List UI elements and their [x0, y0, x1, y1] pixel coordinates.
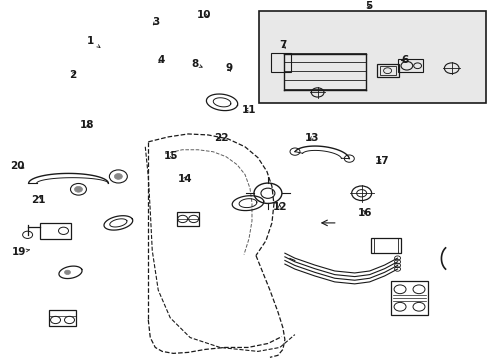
Text: 3: 3: [152, 17, 159, 27]
Text: 8: 8: [191, 59, 202, 69]
Bar: [397, 59, 423, 72]
Bar: [177, 212, 199, 226]
Bar: [370, 238, 400, 253]
Text: 9: 9: [225, 63, 232, 73]
Bar: [379, 66, 395, 75]
Bar: [390, 280, 427, 315]
Text: 20: 20: [10, 161, 25, 171]
Circle shape: [114, 174, 122, 179]
Text: 13: 13: [304, 133, 318, 143]
Text: 17: 17: [374, 156, 388, 166]
Bar: [40, 223, 71, 239]
Text: 22: 22: [213, 133, 228, 143]
Text: 16: 16: [357, 208, 372, 218]
Bar: [48, 310, 76, 326]
Text: 5: 5: [365, 1, 372, 11]
Text: 19: 19: [12, 247, 29, 257]
Bar: [376, 64, 398, 77]
Bar: [259, 10, 485, 103]
Text: 11: 11: [242, 104, 256, 114]
Text: 7: 7: [278, 40, 285, 50]
Text: 2: 2: [69, 69, 76, 80]
Text: 14: 14: [177, 174, 192, 184]
Bar: [271, 53, 290, 72]
Circle shape: [64, 270, 70, 275]
Text: 21: 21: [31, 195, 46, 205]
Text: 10: 10: [197, 10, 211, 20]
Text: 15: 15: [164, 151, 178, 161]
Text: 4: 4: [158, 55, 165, 66]
Text: 18: 18: [80, 120, 95, 130]
Text: 12: 12: [272, 202, 286, 212]
Text: 1: 1: [87, 36, 100, 48]
Circle shape: [74, 186, 82, 192]
Text: 6: 6: [401, 55, 408, 66]
